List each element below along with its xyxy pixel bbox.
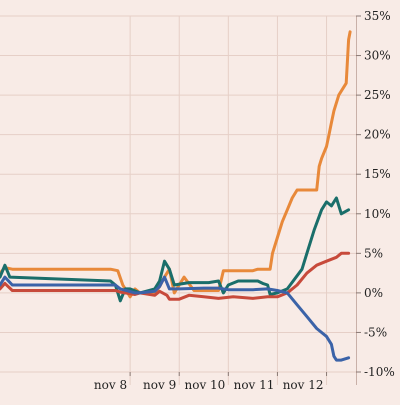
y-axis-ticks: 35% 30% 25% 20% 15% 10% 5% 0% -5% -10% bbox=[356, 9, 395, 379]
y-tick-label-4: 15% bbox=[364, 167, 391, 181]
y-tick-label-8: -5% bbox=[364, 325, 387, 339]
x-tick-label-1: nov 9 bbox=[143, 378, 176, 392]
y-tick-label-9: -10% bbox=[364, 365, 395, 379]
y-tick-label-6: 5% bbox=[364, 246, 383, 260]
series-lines bbox=[0, 30, 352, 362]
series-line-3 bbox=[0, 275, 351, 362]
x-tick-label-4: nov 12 bbox=[283, 378, 324, 392]
series-line-2 bbox=[0, 251, 351, 301]
y-tick-label-0: 35% bbox=[364, 9, 391, 23]
x-tick-label-2: nov 10 bbox=[185, 378, 226, 392]
y-tick-label-2: 25% bbox=[364, 88, 391, 102]
y-tick-label-1: 30% bbox=[364, 49, 391, 63]
x-tick-label-0: nov 8 bbox=[94, 378, 127, 392]
x-tick-label-3: nov 11 bbox=[234, 378, 275, 392]
y-tick-label-3: 20% bbox=[364, 128, 391, 142]
y-tick-label-7: 0% bbox=[364, 286, 383, 300]
x-axis-ticks: nov 8 nov 9 nov 10 nov 11 nov 12 bbox=[94, 372, 328, 392]
series-line-0 bbox=[0, 30, 352, 299]
grid-lines bbox=[0, 15, 357, 385]
y-tick-label-5: 10% bbox=[364, 207, 391, 221]
